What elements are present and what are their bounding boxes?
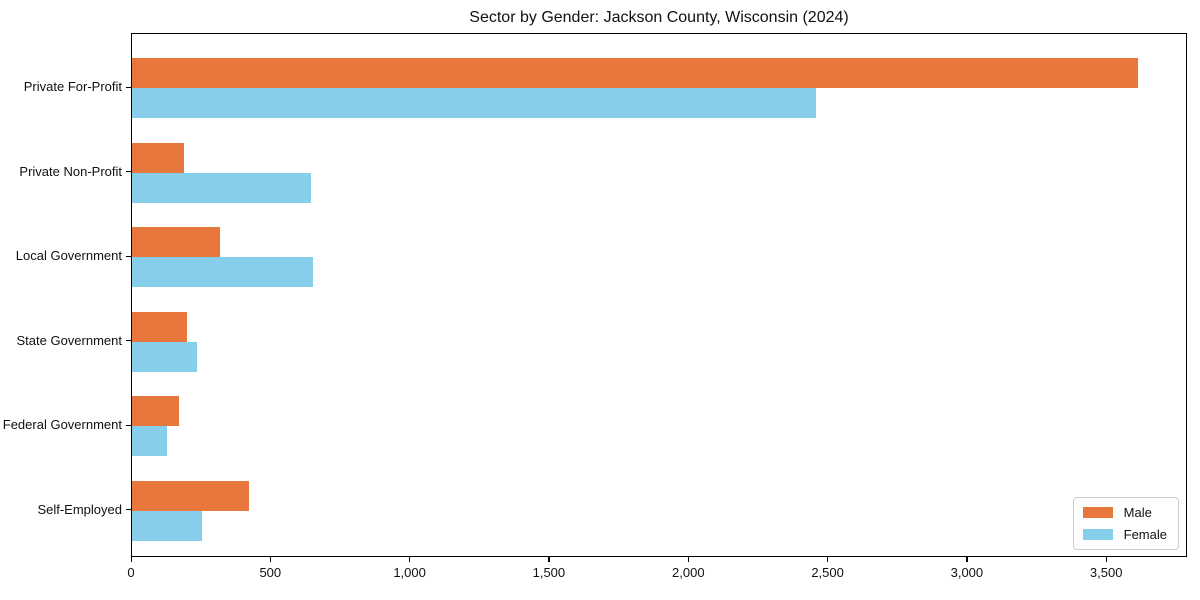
bar-male-5: [132, 480, 249, 511]
y-tick: [126, 509, 131, 511]
bar-male-0: [132, 58, 1138, 88]
x-tick: [130, 557, 132, 562]
legend: Male Female: [1072, 497, 1179, 550]
x-tick-label: 500: [259, 565, 282, 580]
bar-female-4: [132, 426, 168, 456]
bar-male-4: [132, 396, 180, 426]
x-tick: [409, 557, 411, 562]
y-tick-label: Self-Employed: [37, 501, 122, 517]
bar-male-3: [132, 311, 188, 342]
x-tick: [269, 557, 272, 562]
chart-title: Sector by Gender: Jackson County, Wiscon…: [469, 9, 849, 26]
y-tick-label: Private Non-Profit: [19, 163, 122, 179]
y-tick-label: Local Government: [15, 248, 122, 263]
bar-female-5: [132, 510, 203, 541]
y-tick: [126, 255, 131, 257]
bar-male-2: [132, 227, 221, 257]
y-tick: [126, 424, 131, 426]
bar-male-1: [132, 142, 184, 173]
legend-label: Male: [1123, 505, 1152, 520]
bar-female-2: [132, 257, 313, 287]
plot-area: Male Female: [131, 33, 1187, 557]
x-tick-label: 3,500: [1089, 565, 1123, 580]
bar-female-3: [132, 341, 197, 372]
legend-item-female: Female: [1082, 527, 1167, 542]
y-tick-label: Federal Government: [2, 417, 122, 432]
y-tick-label: Private For-Profit: [23, 79, 122, 94]
x-tick-label: 1,500: [532, 565, 566, 580]
y-tick: [126, 86, 131, 88]
legend-label: Female: [1123, 527, 1167, 542]
x-tick-label: 0: [127, 565, 135, 580]
y-tick: [126, 171, 131, 173]
x-tick-label: 2,000: [672, 565, 705, 580]
legend-swatch-male: [1082, 507, 1113, 518]
x-tick-label: 3,000: [950, 565, 984, 580]
bar-female-0: [132, 88, 816, 118]
y-tick: [126, 340, 131, 342]
x-tick: [966, 557, 968, 562]
legend-swatch-female: [1082, 529, 1113, 540]
x-tick: [687, 557, 690, 562]
x-tick-label: 2,500: [811, 565, 844, 580]
bar-female-1: [132, 172, 312, 203]
x-tick: [1105, 557, 1107, 562]
x-tick: [827, 557, 829, 562]
legend-item-male: Male: [1082, 505, 1167, 520]
y-tick-label: State Government: [16, 332, 123, 348]
x-tick: [548, 557, 550, 562]
x-tick-label: 1,000: [393, 565, 426, 580]
